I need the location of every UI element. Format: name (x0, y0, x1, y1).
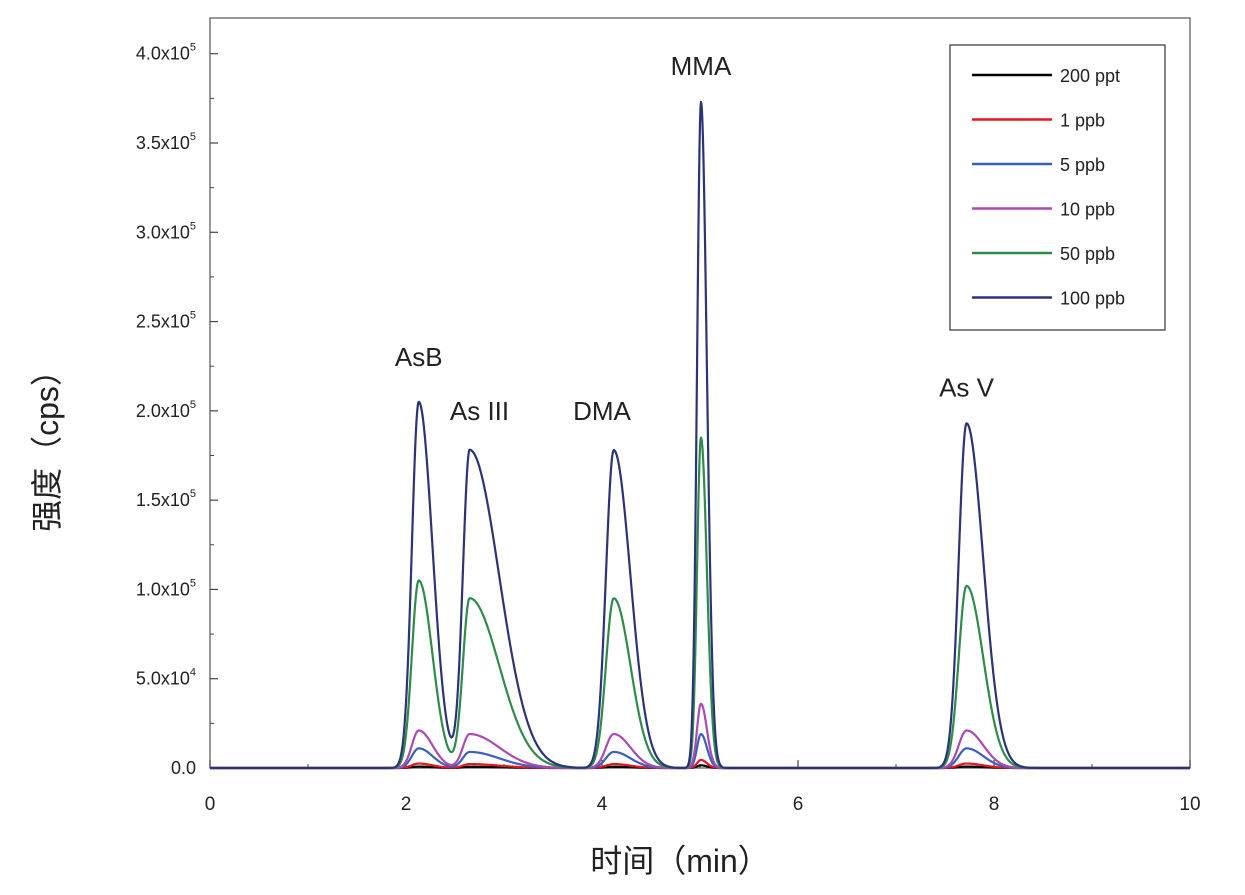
legend-label: 5 ppb (1060, 155, 1105, 175)
y-tick-label: 1.5x105 (136, 488, 196, 510)
y-tick-label: 2.0x105 (136, 399, 196, 421)
y-tick-label: 4.0x105 (136, 42, 196, 64)
legend-label: 10 ppb (1060, 200, 1115, 220)
x-tick-label: 2 (401, 794, 412, 815)
x-tick-label: 4 (597, 794, 608, 815)
y-tick-label: 3.0x105 (136, 220, 196, 242)
legend-label: 100 ppb (1060, 289, 1125, 309)
legend-label: 50 ppb (1060, 244, 1115, 264)
peak-label: As V (939, 373, 995, 403)
series-line (209, 100, 1191, 770)
legend-box (949, 44, 1166, 331)
peak-label: MMA (671, 51, 732, 81)
x-tick-label: 6 (793, 794, 804, 815)
legend-label: 1 ppb (1060, 111, 1105, 131)
x-tick-label: 10 (1179, 794, 1200, 815)
peak-label: As III (450, 396, 509, 426)
y-tick-label: 5.0x104 (136, 667, 196, 689)
x-tick-label: 0 (205, 794, 216, 815)
y-axis: 0.0 5.0x104 1.0x105 1.5x105 2.0x105 2.5x105 3.… (136, 42, 218, 778)
x-axis: 0 2 4 6 8 10 (205, 760, 1201, 815)
legend-label: 200 ppt (1060, 66, 1120, 86)
x-axis-title: 时间（min） (590, 843, 770, 879)
peak-label: AsB (395, 342, 443, 372)
series-line (209, 732, 1191, 770)
legend: 200 ppt 1 ppb 5 ppb 10 ppb 50 ppb 100 ppb (949, 44, 1166, 331)
series-line (209, 436, 1191, 770)
peak-label: DMA (573, 396, 631, 426)
series-lines (209, 100, 1191, 770)
y-tick-label: 3.5x105 (136, 131, 196, 153)
y-tick-label: 2.5x105 (136, 310, 196, 332)
y-axis-title: 强度（cps） (29, 354, 65, 532)
y-tick-label: 0.0 (171, 758, 196, 778)
x-tick-label: 8 (989, 794, 1000, 815)
y-tick-label: 1.0x105 (136, 577, 196, 599)
